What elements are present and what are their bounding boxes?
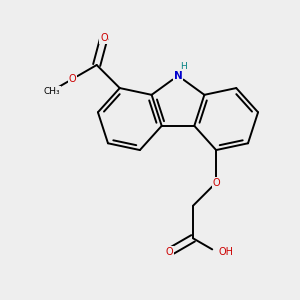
Text: O: O bbox=[69, 74, 76, 84]
Text: H: H bbox=[180, 61, 187, 70]
Text: CH₃: CH₃ bbox=[43, 87, 60, 96]
Text: O: O bbox=[212, 178, 220, 188]
Text: OH: OH bbox=[219, 247, 234, 257]
Text: O: O bbox=[165, 247, 173, 257]
Text: N: N bbox=[174, 71, 182, 81]
Text: O: O bbox=[100, 33, 108, 43]
